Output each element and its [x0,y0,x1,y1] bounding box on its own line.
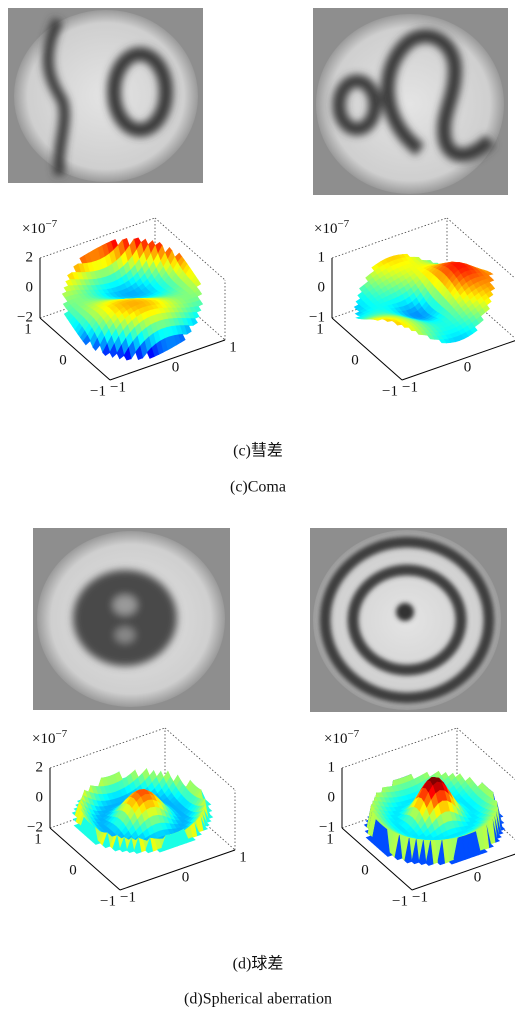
z-tick-label: 1 [328,759,336,775]
y-tick-label: −1 [412,889,428,905]
scale-label: ×10−7 [324,728,360,748]
z-tick-label: 1 [318,249,326,265]
caption-zh: (c)彗差 [233,442,283,460]
caption-en: (c)Coma [230,479,286,496]
scale-label: ×10−7 [22,218,58,238]
x-tick-label: 0 [69,862,77,878]
axis-line [332,318,402,380]
y-tick-label: 0 [182,869,190,885]
surface [62,238,202,360]
surface-plot: ×10−710−110−1−101 [319,728,515,910]
y-tick-label: −1 [120,889,136,905]
x-tick-label: −1 [382,383,398,399]
y-tick-label: 0 [172,359,180,375]
scale-base: ×10 [22,221,45,237]
caption-zh: (d)球差 [233,955,284,973]
surface [364,771,504,865]
y-tick-label: −1 [110,379,126,395]
scale-base: ×10 [314,221,337,237]
interferogram [33,528,230,710]
x-tick-label: 0 [59,352,67,368]
x-tick-label: 1 [24,321,32,337]
scale-exponent: −7 [347,728,359,740]
scale-label: ×10−7 [314,218,350,238]
surface-plot: ×10−720−210−1−101 [27,728,247,910]
z-tick-label: 0 [318,279,326,295]
interferogram [310,528,507,712]
y-tick-label: −1 [402,379,418,395]
x-tick-label: 1 [316,321,324,337]
x-tick-label: 1 [34,831,42,847]
surface-plot: ×10−720−210−1−101 [17,218,237,400]
x-tick-label: −1 [100,893,116,909]
y-tick-label: 1 [229,339,237,355]
y-tick-label: 0 [464,359,472,375]
x-tick-label: 1 [326,831,334,847]
box-edge [342,728,457,768]
surface-plot: ×10−710−110−1−101 [309,218,515,400]
y-tick-label: 0 [474,869,482,885]
z-tick-label: 0 [36,789,44,805]
y-tick-label: 1 [239,849,247,865]
caption-en: (d)Spherical aberration [184,991,332,1008]
x-tick-label: 0 [351,352,359,368]
scale-exponent: −7 [55,728,67,740]
interferogram [313,8,508,195]
figure: (c)彗差 (c)Coma (d)球差 (d)Spherical aberrat… [0,0,515,1019]
z-tick-label: 2 [36,759,44,775]
scale-base: ×10 [32,731,55,747]
x-tick-label: −1 [90,383,106,399]
scale-label: ×10−7 [32,728,68,748]
box-edge [50,728,165,768]
axis-line [120,850,235,890]
axis-line [402,340,515,380]
x-tick-label: 0 [361,862,369,878]
scale-exponent: −7 [337,218,349,230]
box-edge [332,218,447,258]
scale-exponent: −7 [45,218,57,230]
x-tick-label: −1 [392,893,408,909]
surface [354,254,494,343]
scale-base: ×10 [324,731,347,747]
surface [72,769,212,854]
z-tick-label: 0 [328,789,336,805]
z-tick-label: 2 [26,249,34,265]
interferogram [8,8,203,183]
z-tick-label: 0 [26,279,34,295]
